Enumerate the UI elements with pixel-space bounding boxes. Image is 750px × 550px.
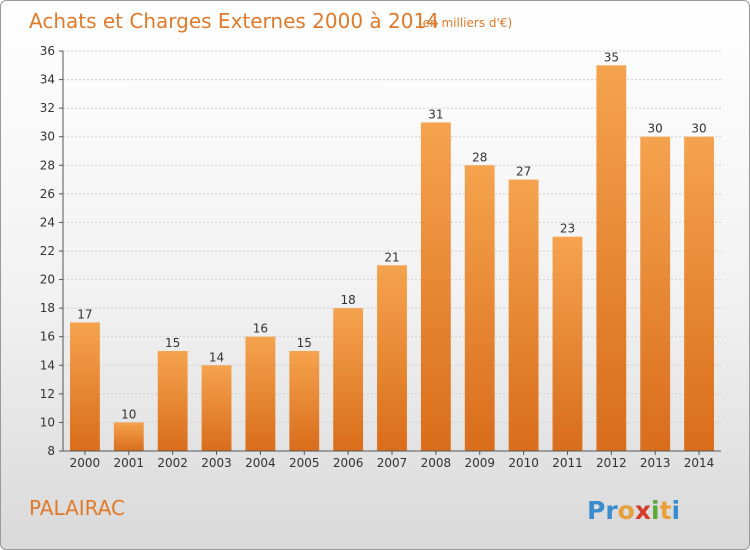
bar-2001 xyxy=(113,422,144,451)
y-tick-label: 36 xyxy=(40,44,55,58)
bar-2014 xyxy=(684,136,714,451)
data-label-2013: 30 xyxy=(648,122,663,136)
y-tick-label: 14 xyxy=(40,358,55,372)
y-tick-label: 8 xyxy=(47,444,55,458)
chart-title: Achats et Charges Externes 2000 à 2014 xyxy=(29,9,439,33)
location-label: PALAIRAC xyxy=(29,496,125,520)
x-tick-label: 2013 xyxy=(640,456,671,470)
data-label-2009: 28 xyxy=(472,150,487,164)
x-tick-label: 2007 xyxy=(377,456,408,470)
data-label-2000: 17 xyxy=(77,307,92,321)
chart-subtitle: (en milliers d'€) xyxy=(418,16,512,30)
bar-2002 xyxy=(157,351,188,451)
y-tick-label: 24 xyxy=(40,215,55,229)
x-tick-label: 2014 xyxy=(684,456,715,470)
y-tick-label: 28 xyxy=(40,158,55,172)
proxiti-logo: Proxiti xyxy=(587,496,680,525)
x-tick-label: 2011 xyxy=(552,456,583,470)
bar-2011 xyxy=(552,236,583,451)
bar-2012 xyxy=(596,65,627,452)
y-tick-label: 12 xyxy=(40,387,55,401)
x-tick-label: 2009 xyxy=(464,456,495,470)
bar-2007 xyxy=(377,265,407,451)
bar-2013 xyxy=(640,136,671,451)
data-label-2006: 18 xyxy=(340,293,355,307)
data-label-2011: 23 xyxy=(560,222,575,236)
data-label-2003: 14 xyxy=(209,350,224,364)
data-label-2002: 15 xyxy=(165,336,180,350)
data-label-2001: 10 xyxy=(121,407,136,421)
x-tick-label: 2012 xyxy=(596,456,627,470)
y-tick-label: 22 xyxy=(40,244,55,258)
bar-2009 xyxy=(464,165,495,452)
bar-2000 xyxy=(70,322,100,451)
x-tick-label: 2003 xyxy=(201,456,232,470)
bar-2003 xyxy=(201,365,232,451)
x-tick-label: 2008 xyxy=(421,456,452,470)
svg-text:Proxiti: Proxiti xyxy=(587,496,680,525)
y-tick-label: 30 xyxy=(40,130,55,144)
data-label-2008: 31 xyxy=(428,107,443,121)
y-tick-label: 34 xyxy=(40,73,55,87)
data-label-2007: 21 xyxy=(384,250,399,264)
bars: 17 10 15 14 16 15 18 21 31 28 27 23 35 30 30 xyxy=(70,50,714,452)
x-tick-label: 2000 xyxy=(70,456,101,470)
y-tick-label: 26 xyxy=(40,187,55,201)
x-tick-label: 2002 xyxy=(157,456,188,470)
bar-2004 xyxy=(245,336,276,451)
bar-2008 xyxy=(420,122,451,451)
y-tick-label: 10 xyxy=(40,415,55,429)
x-tick-label: 2006 xyxy=(333,456,364,470)
bar-2006 xyxy=(333,308,364,451)
data-label-2004: 16 xyxy=(253,322,268,336)
x-tick-label: 2005 xyxy=(289,456,320,470)
bar-2010 xyxy=(508,179,539,452)
bar-2005 xyxy=(289,351,320,451)
data-label-2014: 30 xyxy=(691,122,706,136)
x-tick-label: 2004 xyxy=(245,456,276,470)
data-label-2012: 35 xyxy=(604,50,619,64)
x-tick-label: 2001 xyxy=(114,456,145,470)
y-tick-label: 20 xyxy=(40,273,55,287)
y-tick-label: 32 xyxy=(40,101,55,115)
y-tick-label: 18 xyxy=(40,301,55,315)
data-label-2010: 27 xyxy=(516,165,531,179)
data-label-2005: 15 xyxy=(297,336,312,350)
axes: 8 10 12 14 16 18 20 22 24 26 28 30 32 34 36 2000 2001 200… xyxy=(40,44,721,470)
y-tick-label: 16 xyxy=(40,330,55,344)
x-tick-label: 2010 xyxy=(508,456,539,470)
